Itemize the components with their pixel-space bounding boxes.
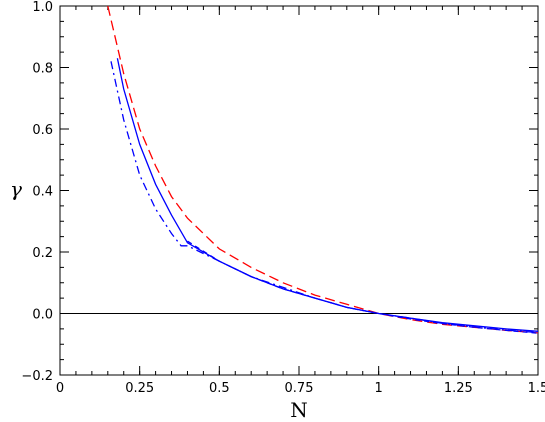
- x-tick-label: 1: [375, 381, 383, 396]
- series-line-2: [116, 58, 539, 332]
- axis-ticks: [59, 5, 539, 376]
- y-tick-labels: −0.2 0.0 0.2 0.4 0.6 0.8 1.0: [21, 0, 53, 384]
- series-line-3: [110, 61, 539, 334]
- series-line-1: [107, 5, 539, 334]
- y-tick-label: −0.2: [21, 369, 53, 384]
- y-tick-label: 0.4: [32, 185, 53, 200]
- y-tick-label: 1.0: [32, 0, 53, 15]
- y-tick-label: 0.6: [32, 123, 53, 138]
- x-axis-label: N: [290, 398, 308, 422]
- y-tick-label: 0.2: [32, 246, 53, 261]
- x-tick-label: 1.5: [528, 381, 545, 396]
- x-tick-label: 1.25: [444, 381, 473, 396]
- x-tick-label: 0.75: [285, 381, 314, 396]
- x-tick-labels: 0 0.25 0.5 0.75 1 1.25 1.5: [56, 381, 545, 396]
- x-tick-label: 0.5: [209, 381, 230, 396]
- y-tick-label: 0.0: [32, 308, 53, 323]
- series-line-4: [187, 240, 539, 334]
- x-tick-label: 0.25: [125, 381, 154, 396]
- x-tick-label: 0: [56, 381, 64, 396]
- plot-frame: [59, 5, 539, 376]
- data-series: [60, 5, 539, 334]
- y-tick-label: 0.8: [32, 62, 53, 77]
- y-axis-label: γ: [10, 177, 22, 201]
